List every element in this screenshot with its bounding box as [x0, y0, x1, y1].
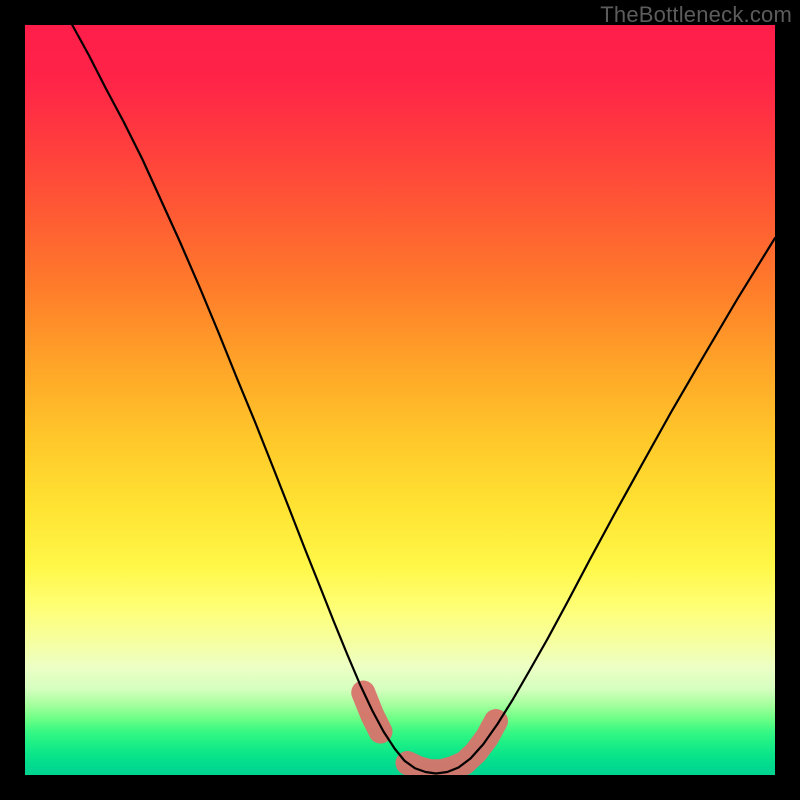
watermark-label: TheBottleneck.com	[600, 2, 792, 28]
chart-svg	[0, 0, 800, 800]
chart-frame: TheBottleneck.com	[0, 0, 800, 800]
gradient-panel	[25, 25, 775, 775]
